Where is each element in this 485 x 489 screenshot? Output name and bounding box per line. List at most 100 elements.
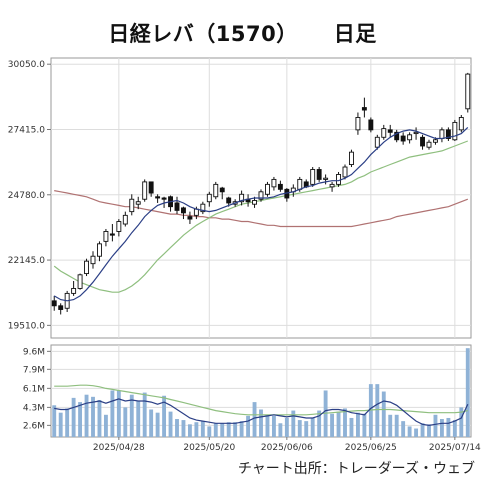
candle [407,132,413,144]
candle-body [148,181,154,194]
volume-bar [259,409,263,437]
chart-title: 日経レバ（1570） 日足 [0,18,485,48]
volume-bar [284,417,289,437]
candle [174,196,180,215]
volume-y-tick-label: 4.3M [23,403,45,413]
candle [368,117,374,133]
volume-bar [220,423,225,437]
volume-bar [200,421,205,437]
candle-body [187,216,193,220]
candle-body [310,169,316,185]
x-tick-label: 2025/06/25 [345,443,397,453]
volume-y-tick-label: 9.6M [23,347,45,357]
price-y-tick-label: 24780.0 [8,191,45,201]
candle-body [58,305,64,310]
candle [161,196,167,208]
candle [355,112,361,135]
volume-bar [336,411,341,437]
volume-bar [439,419,444,437]
volume-bar [78,402,83,437]
volume-bar [310,417,315,437]
candle [277,180,283,192]
candle [381,124,387,140]
candle-body [213,183,219,198]
volume-bar [58,412,63,437]
volume-bar [142,392,147,437]
candle-body [271,178,277,188]
volume-bar [330,413,335,437]
volume-bar [233,422,238,437]
candle-body [116,221,122,232]
x-tick-label: 2025/07/14 [429,443,481,453]
volume-bar [407,426,412,437]
chart-credit: チャート出所：トレーダーズ・ウェブ [237,461,475,477]
candle-body [122,214,128,225]
candle-body [452,121,458,141]
candle-body [349,151,354,165]
candle-body [407,134,413,141]
volume-bar [362,413,367,437]
candle-body [381,128,387,138]
volume-bar [162,395,167,437]
price-y-tick-label: 19510.0 [8,321,45,331]
candle-body [374,136,380,148]
volume-bar [213,423,218,437]
candle [51,295,57,311]
candle [71,281,77,296]
volume-bar [304,421,309,437]
volume-bar [375,384,380,437]
chart-title-period: 日足 [333,22,377,46]
volume-bar [149,409,154,437]
volume-bar [97,399,102,437]
volume-bar [297,420,302,437]
candle [135,196,141,210]
candle-body [426,141,432,148]
volume-bar [155,412,160,437]
candle [97,241,102,262]
volume-bar [207,426,212,437]
candle-body [142,181,148,200]
volume-bar [355,412,360,437]
candle-body [239,193,245,203]
candle [265,181,270,197]
price-y-tick-label: 27415.0 [8,125,45,135]
candle-body [265,183,270,195]
volume-bar [116,390,121,437]
volume-bar [343,408,347,437]
candle [458,114,464,133]
candle-body [433,139,438,143]
candle [122,211,128,227]
candle-body [368,119,374,131]
volume-bar [452,420,457,437]
x-tick-label: 2025/04/28 [93,443,145,453]
volume-bar [394,414,399,437]
candle [148,181,154,197]
volume-bar [265,414,270,437]
volume-bar [465,348,470,437]
candle [258,189,264,202]
volume-bar [427,424,431,437]
candle-body [258,191,264,200]
candle [109,224,115,242]
candle [187,211,193,225]
candle [84,258,89,277]
candle-body [109,233,115,236]
candle [374,134,380,150]
volume-bar [71,397,76,437]
candle [239,190,245,206]
candle [181,206,186,220]
candle [452,119,458,142]
price-panel: 30050.0 27415.0 24780.0 22145.0 19510.0 [8,57,472,339]
volume-bar [91,396,95,437]
candle-body [206,193,212,203]
candle-body [439,129,445,139]
volume-bar [187,424,192,437]
candle [77,273,83,290]
x-tick-label: 2025/06/06 [261,443,313,453]
volume-bar [168,411,173,437]
volume-y-tick-label: 2.6M [23,421,45,431]
volume-bar [388,414,393,437]
volume-y-tick-label: 7.9M [23,365,45,375]
candle-body [361,107,367,111]
